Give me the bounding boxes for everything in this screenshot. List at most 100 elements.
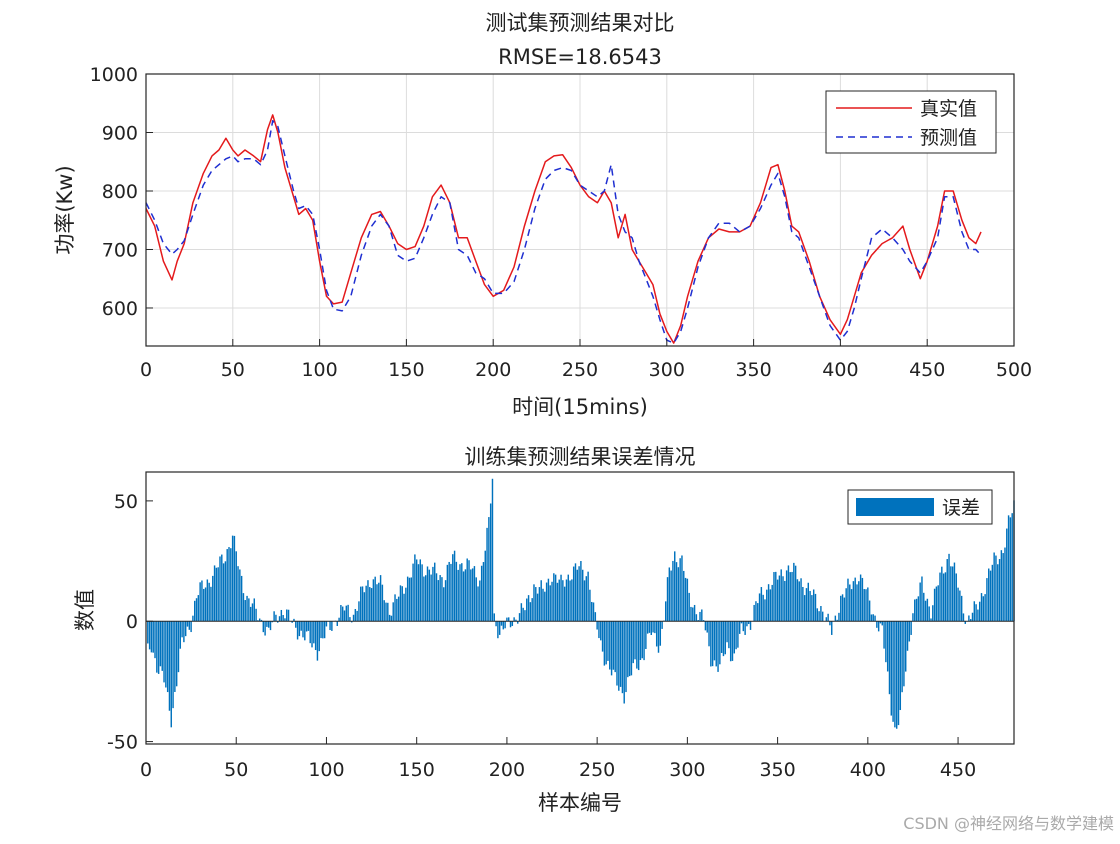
error-bar [1004, 548, 1005, 622]
error-bar [907, 621, 908, 651]
error-bar [865, 589, 866, 621]
error-bar [474, 566, 475, 621]
error-bar [876, 621, 877, 628]
error-bar [909, 621, 910, 641]
error-bar [851, 589, 852, 621]
error-bar [279, 616, 280, 621]
error-bar [486, 528, 487, 621]
error-bar [501, 621, 502, 625]
error-bar [919, 583, 920, 622]
error-bar [596, 621, 597, 629]
error-bar [804, 595, 805, 621]
bottom-xtick-label: 200 [489, 759, 525, 781]
error-bar [1011, 513, 1012, 621]
error-bar [349, 617, 350, 621]
error-bar [681, 555, 682, 621]
bottom-xtick-label: 150 [399, 759, 435, 781]
error-bar [315, 621, 316, 650]
error-bar [353, 615, 354, 621]
top-ytick-label: 600 [102, 298, 138, 320]
error-bar [181, 621, 182, 637]
error-bar [241, 576, 242, 621]
error-bar [602, 621, 603, 651]
error-bar [790, 572, 791, 621]
error-bar [365, 586, 366, 622]
error-bar [476, 577, 477, 621]
error-bar [939, 573, 940, 622]
error-bar [716, 621, 717, 666]
top-xtick-label: 0 [140, 359, 152, 381]
error-bar [835, 616, 836, 622]
error-bar [393, 602, 394, 621]
error-bar [627, 621, 628, 677]
error-bar [992, 565, 993, 621]
error-bar [788, 565, 789, 621]
error-bar [977, 610, 978, 622]
error-bar [568, 575, 569, 622]
error-bar [479, 580, 480, 621]
error-bar [526, 599, 527, 622]
error-bar [198, 595, 199, 621]
bottom-xtick-label: 400 [850, 759, 886, 781]
error-bar [586, 576, 587, 621]
error-bar [912, 613, 913, 621]
error-bar [163, 621, 164, 682]
error-bar [304, 621, 305, 640]
error-bar [472, 568, 473, 621]
error-bar [990, 571, 991, 622]
error-bar [734, 621, 735, 653]
error-bar [524, 610, 525, 621]
error-bar [923, 593, 924, 621]
error-bar [463, 571, 464, 621]
error-bar [207, 579, 208, 621]
error-bar [838, 613, 839, 621]
error-bar [578, 566, 579, 621]
error-bar [854, 578, 855, 622]
error-bar [636, 621, 637, 668]
error-bar [849, 584, 850, 621]
error-bar [952, 566, 953, 621]
error-bar [452, 554, 453, 621]
bottom-xtick-label: 450 [940, 759, 976, 781]
error-bar [495, 621, 496, 626]
error-bar [205, 587, 206, 621]
error-bar [795, 566, 796, 622]
error-bar [672, 561, 673, 621]
error-bar [172, 621, 173, 708]
error-bar [217, 567, 218, 621]
error-bar [239, 569, 240, 621]
error-bar [420, 559, 421, 621]
error-bar [405, 588, 406, 622]
error-bar [382, 585, 383, 622]
error-bar [696, 614, 697, 621]
error-bar [456, 562, 457, 621]
error-bar [771, 585, 772, 621]
error-bar [750, 621, 751, 630]
error-bar [528, 595, 529, 621]
error-bar [340, 605, 341, 621]
error-bar [869, 601, 870, 622]
error-bar [250, 607, 251, 621]
error-bar [454, 551, 455, 622]
error-bar [873, 614, 874, 621]
error-bar [959, 591, 960, 622]
error-bar [504, 621, 505, 628]
error-bar [243, 593, 244, 621]
error-bar [338, 618, 339, 622]
error-bar [300, 621, 301, 631]
error-bar [364, 592, 365, 621]
error-bar [245, 600, 246, 621]
error-bar [531, 598, 532, 621]
error-bar [604, 621, 605, 665]
error-bar [156, 621, 157, 672]
error-bar [874, 616, 875, 622]
error-bar [378, 583, 379, 622]
error-bar [566, 579, 567, 621]
error-bar [569, 581, 570, 622]
error-bar [903, 621, 904, 686]
error-bar [1002, 553, 1003, 621]
error-bar [169, 621, 170, 711]
error-bar [360, 587, 361, 622]
error-bar [712, 621, 713, 666]
error-bar [986, 578, 987, 621]
